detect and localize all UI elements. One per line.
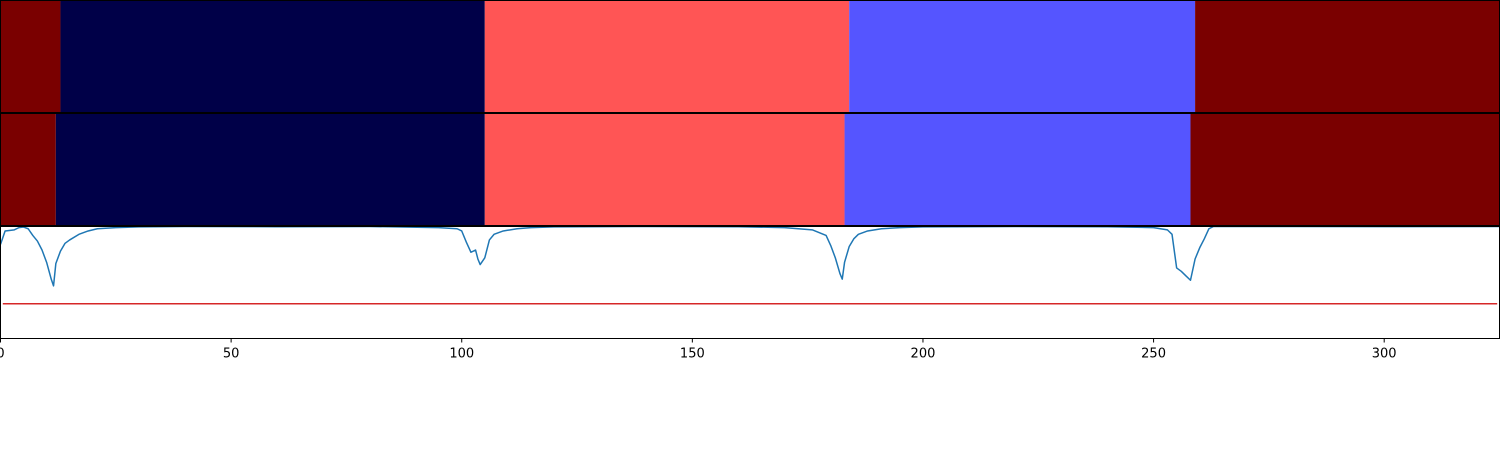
segment-3	[849, 0, 1196, 113]
x-tick-label-2: 100	[449, 347, 474, 362]
segment-4	[1195, 0, 1500, 113]
segment-0	[0, 0, 61, 113]
x-tick-label-3: 150	[680, 347, 705, 362]
lower-segmentation-panel	[0, 113, 1500, 226]
segment-1	[60, 0, 485, 113]
x-tick-label-6: 300	[1372, 347, 1397, 362]
segment-0	[0, 113, 56, 226]
segment-3	[844, 113, 1191, 226]
segment-2	[484, 113, 845, 226]
upper-segmentation-panel	[0, 0, 1500, 113]
segment-1	[55, 113, 485, 226]
line-plot-panel: 0 50 100 150 200 250 300	[0, 226, 1500, 362]
x-tick-label-4: 200	[911, 347, 936, 362]
series-line-0	[0, 226, 1500, 287]
segment-4	[1190, 113, 1500, 226]
segment-2	[484, 0, 850, 113]
x-tick-label-5: 250	[1141, 347, 1166, 362]
panel-frame	[0, 226, 1500, 339]
x-tick-label-0: 0	[0, 347, 5, 362]
x-tick-label-1: 50	[223, 347, 240, 362]
